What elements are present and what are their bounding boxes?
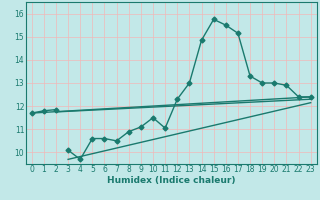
- X-axis label: Humidex (Indice chaleur): Humidex (Indice chaleur): [107, 176, 236, 185]
